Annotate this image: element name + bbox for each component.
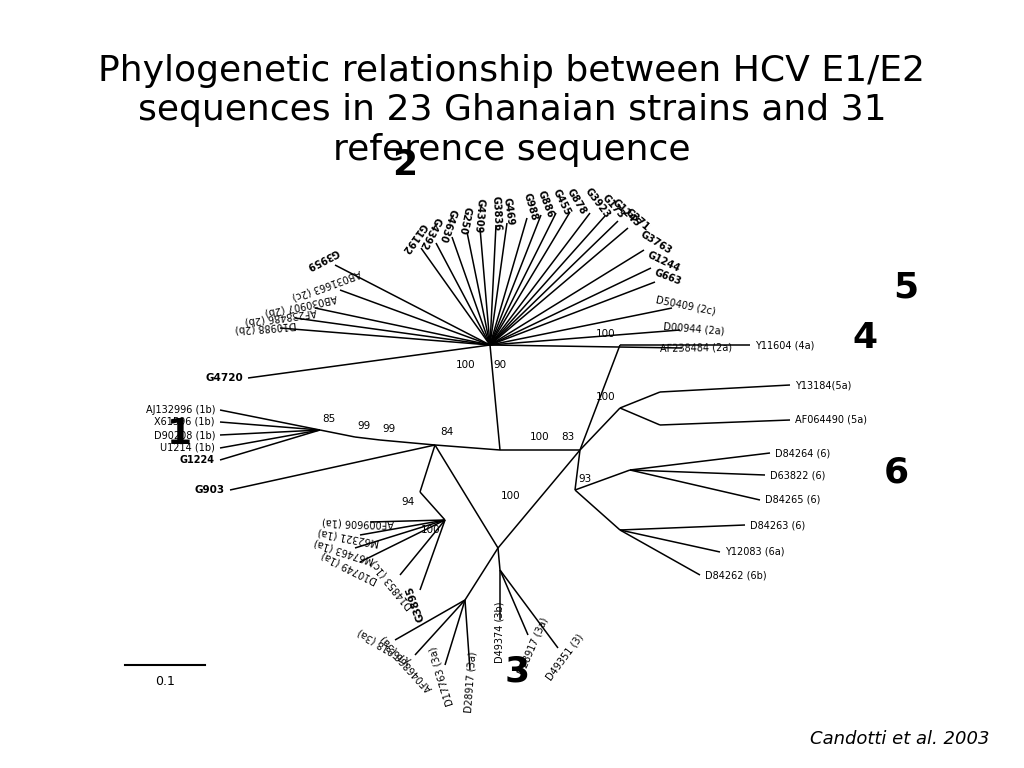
Text: Y12083 (6a): Y12083 (6a) (725, 547, 784, 557)
Text: G903: G903 (195, 485, 225, 495)
Text: 84: 84 (440, 427, 454, 437)
Text: 4: 4 (853, 321, 878, 355)
Text: G1224: G1224 (180, 455, 215, 465)
Text: 6: 6 (884, 455, 908, 489)
Text: AF009606 (1a): AF009606 (1a) (322, 516, 394, 528)
Text: D49351 (3): D49351 (3) (545, 633, 586, 683)
Text: G3763: G3763 (638, 229, 674, 256)
Text: G988: G988 (521, 191, 540, 221)
Text: D84262 (6b): D84262 (6b) (705, 570, 767, 580)
Text: D17763 (3a): D17763 (3a) (428, 646, 456, 707)
Text: 100: 100 (501, 491, 520, 501)
Text: AF064490 (5a): AF064490 (5a) (795, 415, 867, 425)
Text: D50409 (2c): D50409 (2c) (655, 294, 717, 316)
Text: D10749 (1a): D10749 (1a) (319, 549, 379, 585)
Text: G3959: G3959 (305, 246, 340, 271)
Text: D63822 (6): D63822 (6) (770, 470, 825, 480)
Text: 94: 94 (401, 497, 415, 507)
Text: 93: 93 (578, 474, 591, 484)
Text: 85: 85 (322, 414, 335, 424)
Text: D10988 (2b): D10988 (2b) (234, 319, 297, 334)
Text: D49374 (3b): D49374 (3b) (495, 601, 505, 663)
Text: G173: G173 (600, 194, 626, 221)
Text: G4630: G4630 (437, 207, 459, 244)
Text: G250: G250 (457, 205, 472, 235)
Text: AF046866 (3a): AF046866 (3a) (379, 634, 435, 694)
Text: D14853 (1c): D14853 (1c) (370, 558, 416, 611)
Text: G3836: G3836 (490, 195, 503, 231)
Text: D00944 (2a): D00944 (2a) (663, 322, 725, 336)
Text: G4392: G4392 (418, 214, 443, 250)
Text: 0.1: 0.1 (155, 675, 175, 688)
Text: G3895: G3895 (404, 584, 426, 623)
Text: G1245: G1245 (610, 197, 643, 228)
Text: AF238484 (2a): AF238484 (2a) (659, 343, 732, 354)
Text: Phylogenetic relationship between HCV E1/E2
sequences in 23 Ghanaian strains and: Phylogenetic relationship between HCV E1… (98, 54, 926, 167)
Text: 5: 5 (894, 271, 919, 305)
Text: 100: 100 (456, 360, 475, 370)
Text: D84264 (6): D84264 (6) (775, 448, 830, 458)
Text: D84263 (6): D84263 (6) (750, 520, 805, 530)
Text: M67463 (1a): M67463 (1a) (312, 538, 375, 565)
Text: D84265 (6): D84265 (6) (765, 495, 820, 505)
Text: 90: 90 (493, 360, 506, 370)
Text: G663: G663 (653, 267, 683, 286)
Text: D90208 (1b): D90208 (1b) (154, 430, 215, 440)
Text: X76918 (3a): X76918 (3a) (356, 627, 414, 665)
Text: G1192: G1192 (399, 221, 428, 256)
Text: M62321 (1a): M62321 (1a) (316, 527, 380, 548)
Text: 99: 99 (382, 424, 395, 434)
Text: D28917 (3a): D28917 (3a) (516, 616, 550, 676)
Text: G886: G886 (536, 189, 555, 219)
Text: G455: G455 (551, 187, 572, 217)
Text: G4309: G4309 (472, 198, 485, 234)
Text: AB031663 (2c): AB031663 (2c) (291, 268, 362, 303)
Text: D28917 (3a): D28917 (3a) (464, 651, 478, 713)
Text: G4720: G4720 (205, 373, 243, 383)
Text: AF238486 (2b): AF238486 (2b) (245, 306, 317, 326)
Text: 3: 3 (505, 655, 529, 689)
Text: 100: 100 (421, 525, 440, 535)
Text: 83: 83 (562, 432, 575, 442)
Text: 100: 100 (530, 432, 550, 442)
Text: G469: G469 (502, 197, 515, 226)
Text: AB030907 (2b): AB030907 (2b) (264, 293, 338, 318)
Text: 2: 2 (392, 148, 417, 182)
Text: G371: G371 (624, 207, 651, 233)
Text: Y11604 (4a): Y11604 (4a) (755, 340, 814, 350)
Text: 100: 100 (595, 392, 615, 402)
Text: U1214 (1b): U1214 (1b) (160, 443, 215, 453)
Text: G3923: G3923 (583, 187, 611, 220)
Text: 99: 99 (357, 421, 371, 431)
Text: Candotti et al. 2003: Candotti et al. 2003 (811, 730, 990, 748)
Text: X61596 (1b): X61596 (1b) (155, 417, 215, 427)
Text: G1244: G1244 (646, 250, 682, 274)
Text: 1: 1 (167, 417, 191, 451)
Text: AJ132996 (1b): AJ132996 (1b) (145, 405, 215, 415)
Text: 100: 100 (595, 329, 615, 339)
Text: G878: G878 (564, 187, 588, 217)
Text: Y13184(5a): Y13184(5a) (795, 380, 851, 390)
